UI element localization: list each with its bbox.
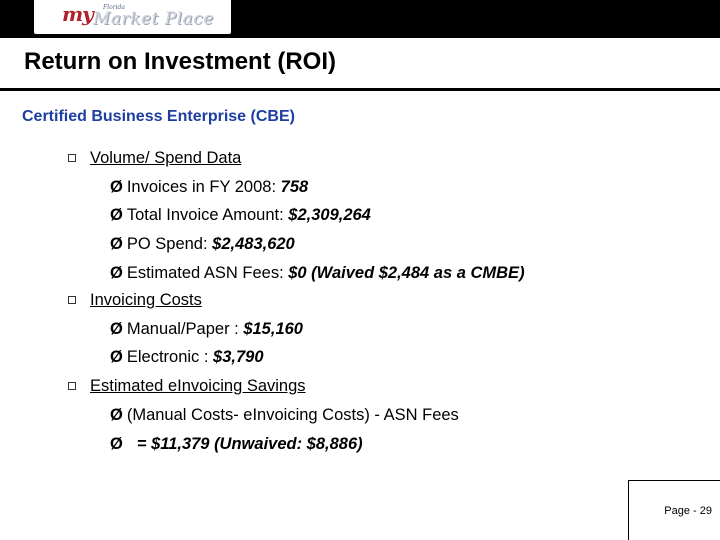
list-item: Ø PO Spend: $2,483,620: [110, 235, 295, 253]
logo-tab: my Florida Market Place: [34, 0, 231, 34]
page-number-box: Page - 29: [628, 480, 720, 540]
arrow-bullet-icon: Ø: [110, 178, 123, 196]
bullet-square-icon: [68, 154, 76, 162]
arrow-bullet-icon: Ø: [110, 235, 123, 253]
arrow-bullet-icon: Ø: [110, 206, 123, 224]
page-number: Page - 29: [664, 505, 712, 517]
bullet-square-icon: [68, 296, 76, 304]
top-bar: my Florida Market Place: [0, 0, 720, 38]
list-item: Ø Estimated ASN Fees: $0 (Waived $2,484 a…: [110, 264, 525, 282]
title-divider: [0, 88, 720, 91]
arrow-bullet-icon: Ø: [110, 348, 123, 366]
arrow-bullet-icon: Ø: [110, 435, 123, 453]
bullet-square-icon: [68, 382, 76, 390]
list-item: Ø = $11,379 (Unwaived: $8,886): [110, 435, 363, 453]
logo-my-text: my: [62, 2, 94, 26]
logo-florida-text: Florida: [103, 4, 125, 11]
list-item: Ø Electronic : $3,790: [110, 348, 264, 366]
logo-market-text: Market Place: [93, 9, 214, 29]
page-title: Return on Investment (ROI): [24, 48, 337, 75]
list-item: Ø (Manual Costs- eInvoicing Costs) - ASN …: [110, 406, 459, 424]
list-item: Ø Manual/Paper : $15,160: [110, 320, 303, 338]
section-heading-invoicing-costs: Invoicing Costs: [90, 291, 202, 309]
arrow-bullet-icon: Ø: [110, 264, 123, 282]
arrow-bullet-icon: Ø: [110, 406, 123, 424]
my-florida-marketplace-logo[interactable]: my Florida Market Place: [58, 0, 218, 32]
section-heading-einvoicing-savings: Estimated eInvoicing Savings: [90, 377, 306, 395]
section-heading-volume: Volume/ Spend Data: [90, 149, 242, 167]
list-item: Ø Total Invoice Amount: $2,309,264: [110, 206, 371, 224]
arrow-bullet-icon: Ø: [110, 320, 123, 338]
page-subtitle: Certified Business Enterprise (CBE): [22, 108, 295, 125]
list-item: Ø Invoices in FY 2008: 758: [110, 178, 309, 196]
